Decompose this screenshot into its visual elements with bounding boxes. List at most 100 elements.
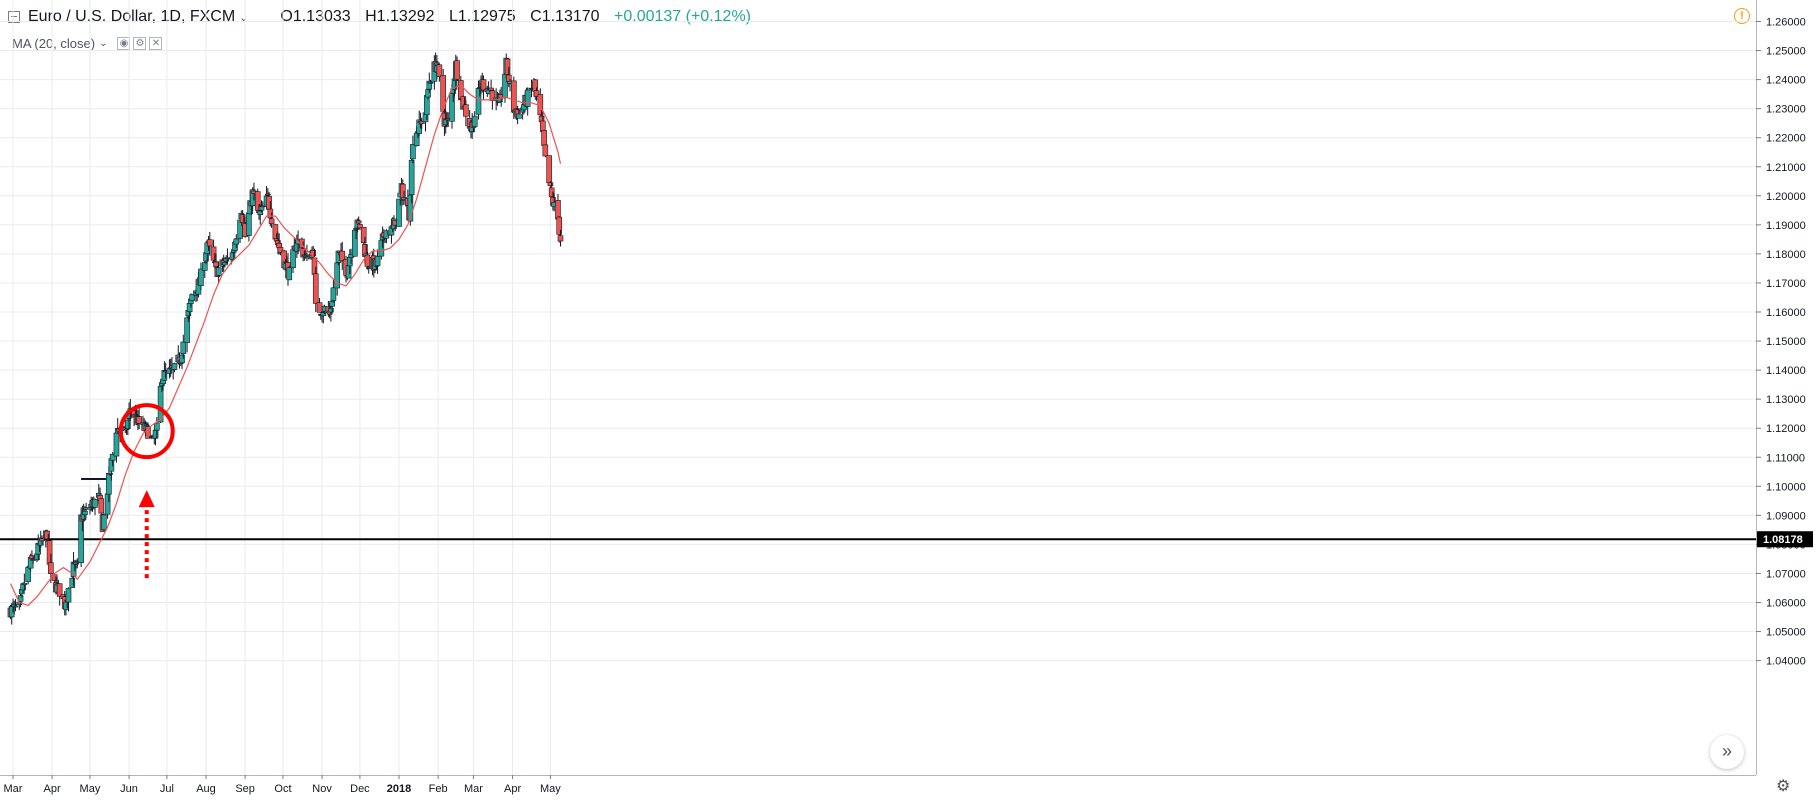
candle-body (489, 90, 496, 101)
candle-body (426, 80, 433, 90)
close-icon[interactable]: ✕ (149, 36, 163, 50)
price-level-label: 1.08178 (1763, 534, 1803, 546)
candle-body (454, 60, 460, 80)
candle-body (48, 562, 54, 574)
candle-body (408, 160, 415, 195)
price-tick-label: 1.10000 (1766, 481, 1806, 493)
candle-body (145, 426, 151, 439)
price-tick-label: 1.06000 (1766, 598, 1806, 610)
price-axis[interactable]: 1.040001.050001.060001.070001.080001.090… (1756, 0, 1817, 800)
price-tick-label: 1.21000 (1766, 162, 1806, 174)
candle-body (37, 537, 44, 546)
price-tick-label: 1.13000 (1766, 394, 1806, 406)
candle-body (316, 302, 323, 313)
candle-body (329, 300, 335, 307)
change-value: +0.00137 (+0.12%) (614, 8, 751, 25)
candle-body (198, 268, 204, 286)
time-tick-label: Dec (350, 783, 370, 795)
candle-body (330, 287, 337, 301)
price-tick-label: 1.24000 (1766, 75, 1806, 87)
candle-body (374, 256, 381, 266)
candle-body (542, 144, 549, 157)
candle-body (268, 218, 275, 224)
low-value: L1.12975 (448, 8, 516, 25)
candle-body (328, 307, 334, 313)
warning-icon[interactable]: ! (1734, 8, 1750, 24)
candles (7, 52, 564, 625)
highlight-circle (118, 403, 175, 460)
candle-body (229, 252, 236, 260)
double-chevron-right-icon[interactable]: » (1710, 735, 1744, 769)
candle-body (440, 75, 446, 112)
candle-body (410, 144, 416, 160)
price-tick-label: 1.14000 (1766, 365, 1806, 377)
candle-body (161, 370, 168, 381)
candle-body (546, 155, 552, 184)
price-tick-label: 1.17000 (1766, 278, 1806, 290)
candle-body (511, 80, 517, 113)
time-tick-label: Mar (464, 783, 483, 795)
candle-body (101, 514, 107, 530)
candle-body (98, 498, 105, 514)
candle-body (265, 193, 271, 196)
open-value: O1.13033 (280, 8, 351, 25)
candle-body (267, 208, 274, 219)
candle-body (184, 317, 190, 343)
indicator-label[interactable]: MA (20, close) (12, 35, 96, 51)
annotation (118, 403, 175, 579)
price-levels (0, 478, 1756, 541)
candle-body (547, 182, 554, 187)
eye-icon[interactable]: ◉ (117, 36, 131, 50)
candle-body (357, 224, 363, 229)
candle-body (143, 424, 150, 427)
chart-header: Euro / U.S. Dollar, 1D, FXCM ⌄ O1.13033 … (8, 6, 761, 28)
candle-body (355, 220, 362, 224)
candle-body (436, 64, 443, 77)
candle-body (541, 130, 547, 146)
candle-body (277, 247, 284, 253)
price-axis-bg (1756, 0, 1817, 800)
time-tick-label: Mar (4, 783, 23, 795)
price-tick-label: 1.11000 (1766, 452, 1805, 464)
price-tick-label: 1.20000 (1766, 191, 1806, 203)
time-axis-bg (0, 775, 1756, 800)
price-tick-label: 1.22000 (1766, 133, 1806, 145)
time-tick-label: Oct (274, 783, 291, 795)
candle-body (206, 239, 213, 247)
candle-body (154, 422, 160, 431)
candle-body (171, 363, 178, 370)
time-tick-label: Feb (429, 783, 448, 795)
candle-body (471, 115, 478, 127)
candle-body (92, 498, 98, 508)
price-tick-label: 1.23000 (1766, 104, 1806, 116)
candle-body (136, 416, 142, 424)
symbol-title[interactable]: Euro / U.S. Dollar, 1D, FXCM (28, 8, 236, 25)
candle-body (180, 341, 187, 355)
candle-body (339, 250, 346, 261)
candle-body (352, 229, 358, 257)
square-minus-icon[interactable] (8, 11, 20, 23)
candle-body (396, 198, 402, 227)
price-tick-label: 1.04000 (1766, 656, 1806, 668)
candle-body (400, 183, 406, 201)
candle-body (360, 226, 367, 243)
time-tick-label: Aug (196, 783, 216, 795)
chevron-down-icon[interactable]: ⌄ (99, 37, 108, 49)
settings-icon[interactable]: ⚙ (133, 36, 147, 50)
price-level-tag (1757, 531, 1813, 548)
chevron-down-icon[interactable]: ⌄ (239, 11, 249, 24)
gear-icon[interactable]: ⚙ (1776, 778, 1791, 795)
candle-body (107, 472, 113, 475)
candle-body (106, 473, 112, 495)
candle-body (425, 89, 431, 98)
candle-body (82, 510, 88, 515)
time-tick-label: Sep (235, 783, 255, 795)
arrow-head (138, 490, 155, 508)
candle-body (290, 249, 296, 269)
price-tick-label: 1.07000 (1766, 568, 1806, 580)
candle-body (378, 240, 385, 257)
candle-body (312, 273, 319, 304)
time-axis[interactable]: Mar Apr May Jun Jul Aug Sep Oct Nov Dec 2018 Feb Mar… (0, 775, 1756, 800)
candle-body (427, 82, 434, 84)
